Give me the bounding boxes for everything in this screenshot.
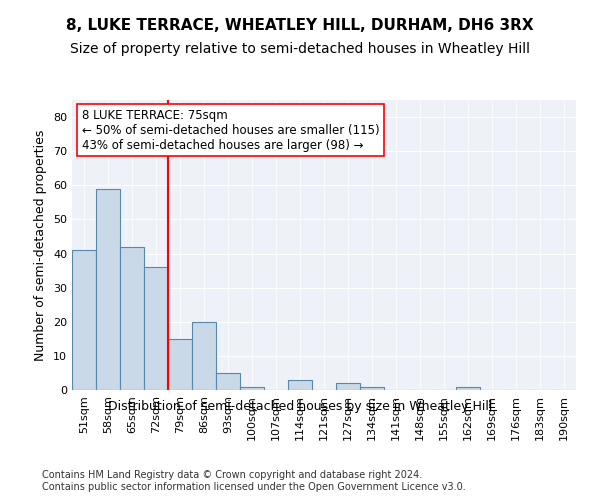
- Bar: [96, 188, 120, 390]
- Text: Contains HM Land Registry data © Crown copyright and database right 2024.
Contai: Contains HM Land Registry data © Crown c…: [42, 470, 466, 492]
- Y-axis label: Number of semi-detached properties: Number of semi-detached properties: [34, 130, 47, 360]
- Text: Size of property relative to semi-detached houses in Wheatley Hill: Size of property relative to semi-detach…: [70, 42, 530, 56]
- Bar: [216, 373, 240, 390]
- Bar: [144, 267, 168, 390]
- Bar: [288, 380, 312, 390]
- Bar: [168, 339, 192, 390]
- Text: 8, LUKE TERRACE, WHEATLEY HILL, DURHAM, DH6 3RX: 8, LUKE TERRACE, WHEATLEY HILL, DURHAM, …: [66, 18, 534, 32]
- Bar: [456, 386, 480, 390]
- Text: 8 LUKE TERRACE: 75sqm
← 50% of semi-detached houses are smaller (115)
43% of sem: 8 LUKE TERRACE: 75sqm ← 50% of semi-deta…: [82, 108, 380, 152]
- Text: Distribution of semi-detached houses by size in Wheatley Hill: Distribution of semi-detached houses by …: [108, 400, 492, 413]
- Bar: [336, 383, 360, 390]
- Bar: [192, 322, 216, 390]
- Bar: [360, 386, 384, 390]
- Bar: [240, 386, 264, 390]
- Bar: [72, 250, 96, 390]
- Bar: [120, 246, 144, 390]
